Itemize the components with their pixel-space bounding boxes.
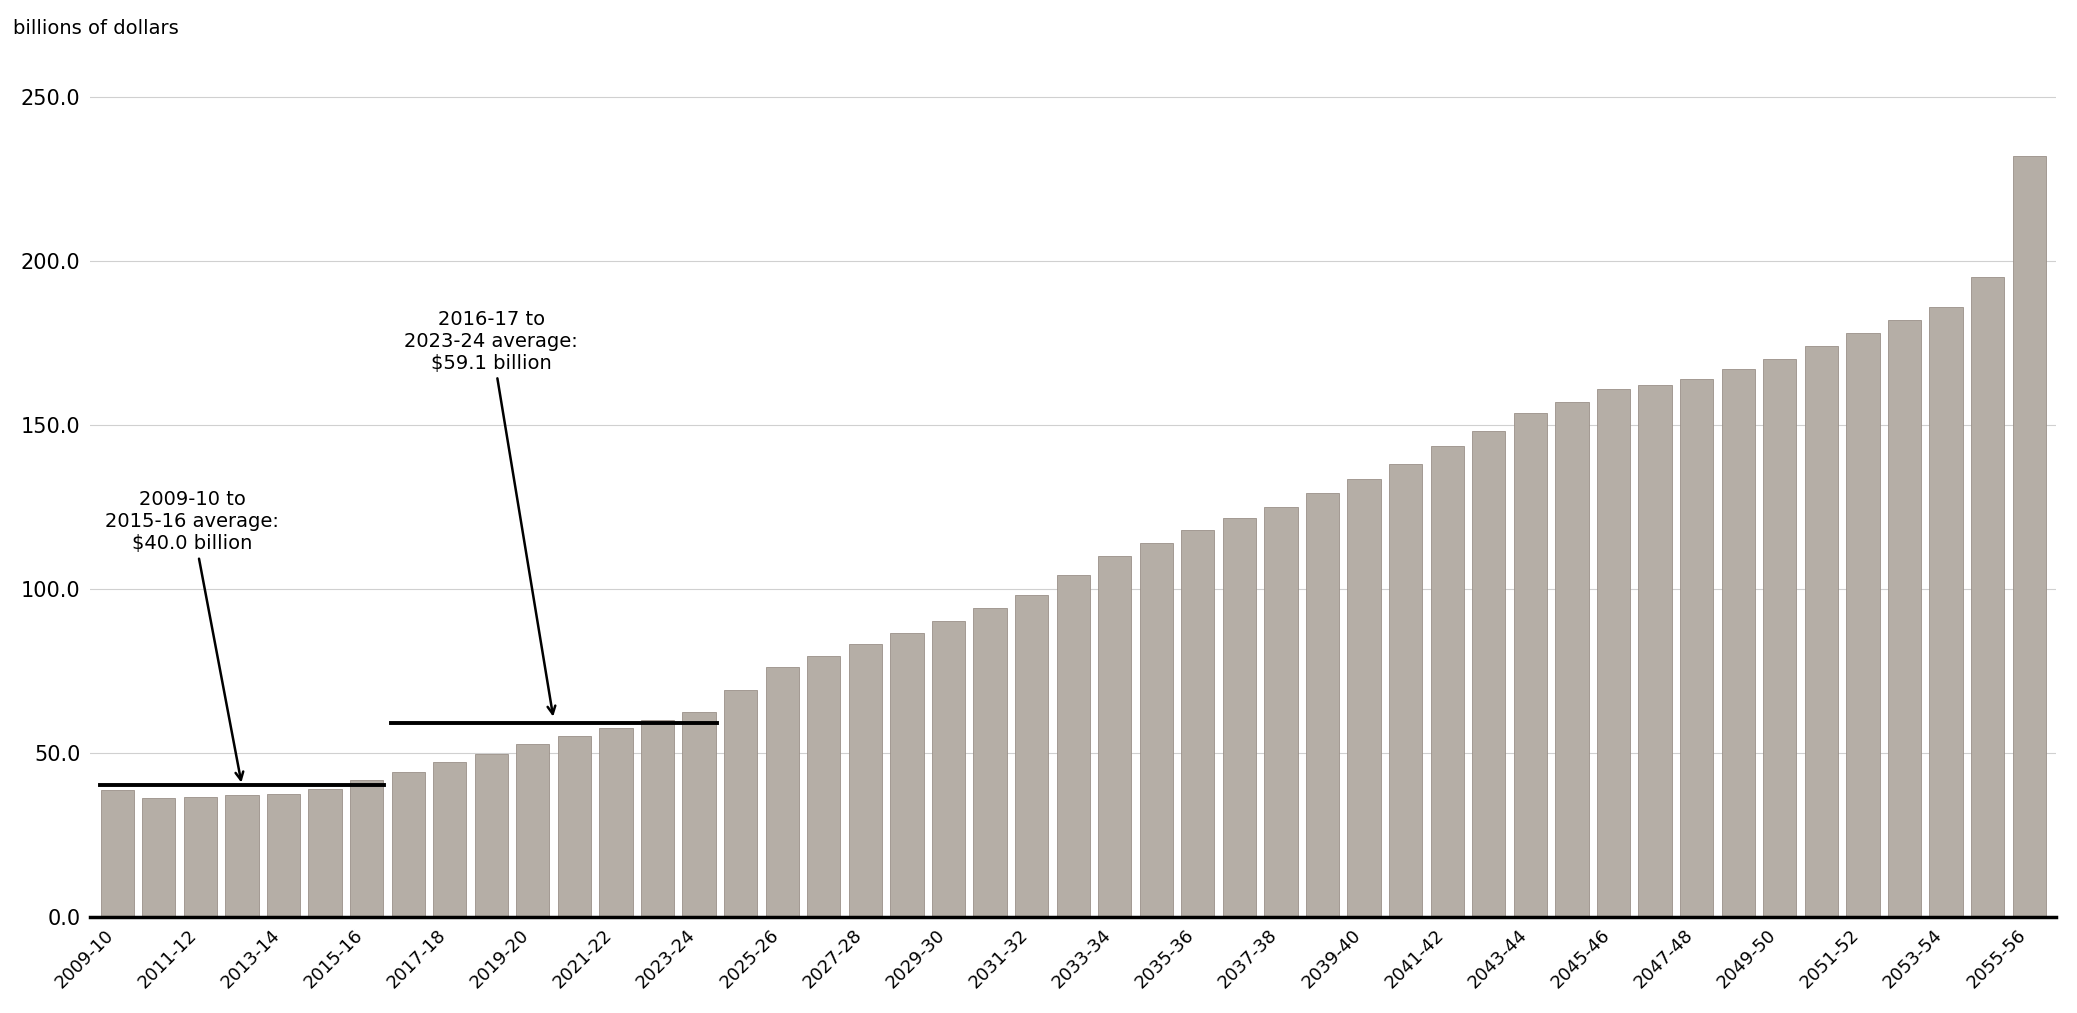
Bar <box>393 772 426 917</box>
Bar <box>766 668 800 917</box>
Bar <box>1556 401 1589 917</box>
Bar <box>1265 506 1298 917</box>
Bar <box>1722 369 1755 917</box>
Bar <box>1846 332 1880 917</box>
Bar <box>1514 413 1547 917</box>
Bar <box>1597 389 1630 917</box>
Bar <box>1888 320 1921 917</box>
Text: 2016-17 to
2023-24 average:
$59.1 billion: 2016-17 to 2023-24 average: $59.1 billio… <box>405 310 577 714</box>
Bar <box>1639 385 1672 917</box>
Bar <box>266 793 299 917</box>
Bar <box>642 719 675 917</box>
Bar <box>600 728 633 917</box>
Bar <box>808 655 841 917</box>
Bar <box>476 754 509 917</box>
Bar <box>224 795 258 917</box>
Bar <box>434 763 467 917</box>
Bar <box>1763 359 1797 917</box>
Bar <box>1223 518 1257 917</box>
Bar <box>1099 556 1132 917</box>
Bar <box>141 798 174 917</box>
Bar <box>559 736 592 917</box>
Bar <box>1016 595 1049 917</box>
Bar <box>1182 530 1215 917</box>
Bar <box>1057 575 1090 917</box>
Bar <box>849 644 883 917</box>
Bar <box>1805 345 1838 917</box>
Bar <box>1306 493 1340 917</box>
Bar <box>1971 277 2004 917</box>
Bar <box>307 788 341 917</box>
Bar <box>1348 479 1381 917</box>
Bar <box>683 711 717 917</box>
Bar <box>1390 464 1423 917</box>
Bar <box>1473 432 1506 917</box>
Bar <box>183 797 216 917</box>
Bar <box>933 621 966 917</box>
Bar <box>100 790 133 917</box>
Bar <box>725 690 758 917</box>
Bar <box>517 745 550 917</box>
Bar <box>1930 307 1963 917</box>
Bar <box>1431 446 1464 917</box>
Bar <box>1140 543 1174 917</box>
Text: billions of dollars: billions of dollars <box>12 18 179 37</box>
Text: 2009-10 to
2015-16 average:
$40.0 billion: 2009-10 to 2015-16 average: $40.0 billio… <box>106 490 278 780</box>
Bar <box>1680 379 1714 917</box>
Bar <box>349 780 384 917</box>
Bar <box>974 608 1007 917</box>
Bar <box>891 633 924 917</box>
Bar <box>2013 156 2046 917</box>
